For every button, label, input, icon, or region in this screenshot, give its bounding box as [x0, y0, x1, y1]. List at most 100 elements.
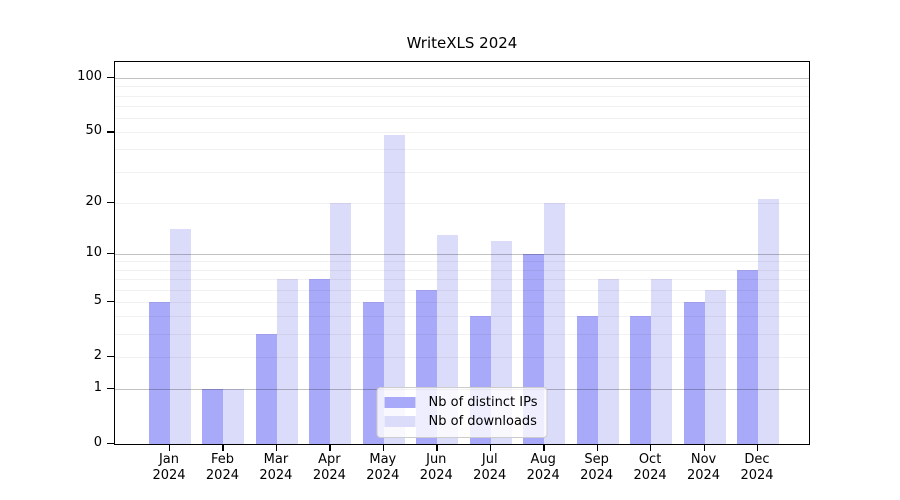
x-tick-mark: [329, 445, 331, 451]
x-tick-label-feb: Feb 2024: [192, 452, 252, 484]
x-tick-mark: [543, 445, 545, 451]
x-tick-month: Aug: [530, 452, 556, 467]
x-tick-month: Sep: [584, 452, 609, 467]
bar-distinct-ips-dec: [737, 269, 758, 444]
x-tick-month: Jun: [426, 452, 447, 467]
x-tick-label-oct: Oct 2024: [620, 452, 680, 484]
x-tick-label-jul: Jul 2024: [460, 452, 520, 484]
x-tick-year: 2024: [419, 468, 453, 483]
x-tick-mark: [489, 445, 492, 451]
bar-downloads-nov: [704, 289, 726, 444]
x-tick-year: 2024: [259, 468, 293, 483]
x-tick-month: Apr: [318, 452, 341, 467]
x-tick-mark: [222, 445, 224, 451]
x-tick-label-nov: Nov 2024: [674, 452, 734, 484]
y-tick-mark: [107, 300, 114, 303]
gridline-minor: [115, 171, 809, 173]
gridline-major: [115, 78, 809, 79]
gridline-major: [115, 253, 809, 255]
bar-downloads-mar: [276, 279, 298, 444]
chart-title: WriteXLS 2024: [406, 34, 518, 52]
gridline-minor: [115, 132, 809, 134]
x-tick-label-dec: Dec 2024: [727, 452, 787, 484]
x-tick-month: Jul: [481, 452, 498, 467]
x-tick-mark: [275, 445, 278, 451]
y-tick-mark: [107, 443, 114, 445]
legend-item-downloads: Nb of downloads: [384, 412, 538, 431]
gridline-minor: [115, 289, 809, 291]
x-tick-label-jan: Jan 2024: [139, 452, 199, 484]
x-tick-label-aug: Aug 2024: [513, 452, 573, 484]
gridline-minor: [115, 95, 809, 97]
y-tick-mark: [107, 77, 114, 79]
x-tick-year: 2024: [740, 468, 774, 483]
x-tick-label-jun: Jun 2024: [406, 452, 466, 484]
bar-distinct-ips-feb: [202, 389, 224, 444]
gridline-minor: [115, 261, 809, 263]
y-tick-label: 50: [85, 123, 102, 139]
x-tick-month: Jan: [158, 452, 180, 467]
x-tick-label-may: May 2024: [353, 452, 413, 484]
x-tick-mark: [436, 445, 438, 451]
x-tick-year: 2024: [580, 468, 614, 483]
bar-distinct-ips-oct: [630, 316, 652, 444]
x-tick-month: Feb: [210, 452, 234, 467]
legend-label-distinct-ips: Nb of distinct IPs: [428, 395, 538, 410]
legend: Nb of distinct IPs Nb of downloads: [376, 387, 548, 438]
legend-label-downloads: Nb of downloads: [428, 414, 537, 429]
y-tick-mark: [107, 252, 114, 255]
y-tick-label: 20: [85, 193, 102, 209]
bar-distinct-ips-mar: [255, 334, 277, 444]
x-tick-mark: [757, 445, 759, 451]
x-tick-month: May: [369, 452, 397, 467]
gridline-minor: [115, 86, 809, 88]
gridline-minor: [115, 301, 809, 303]
x-tick-year: 2024: [366, 468, 400, 483]
x-tick-year: 2024: [686, 468, 721, 483]
bar-distinct-ips-apr: [309, 279, 331, 444]
legend-swatch-downloads: [384, 416, 416, 427]
bar-downloads-aug: [544, 202, 566, 444]
legend-item-distinct-ips: Nb of distinct IPs: [384, 393, 538, 412]
x-tick-label-sep: Sep 2024: [567, 452, 627, 484]
x-tick-month: Dec: [744, 452, 770, 467]
gridline-minor: [115, 279, 809, 281]
y-tick-mark: [107, 201, 114, 203]
x-tick-year: 2024: [312, 468, 346, 483]
x-tick-month: Mar: [263, 452, 289, 467]
y-tick-mark: [107, 388, 114, 390]
y-tick-mark: [107, 355, 114, 358]
x-tick-label-mar: Mar 2024: [246, 452, 306, 484]
y-tick-label: 1: [93, 380, 102, 396]
x-tick-month: Nov: [690, 452, 717, 467]
x-tick-mark: [596, 445, 599, 451]
x-tick-mark: [382, 445, 385, 451]
legend-swatch-distinct-ips: [384, 397, 416, 408]
bar-downloads-feb: [223, 389, 245, 444]
x-tick-year: 2024: [473, 468, 507, 483]
bar-downloads-sep: [597, 279, 619, 444]
x-tick-year: 2024: [205, 468, 239, 483]
bar-downloads-dec: [758, 198, 779, 444]
x-tick-year: 2024: [526, 468, 560, 483]
y-tick-mark: [107, 131, 114, 133]
gridline-minor: [115, 334, 809, 336]
gridline-minor: [115, 356, 809, 358]
bar-downloads-jan: [170, 229, 191, 444]
y-tick-label: 10: [85, 244, 102, 260]
bar-distinct-ips-jan: [149, 301, 170, 444]
x-tick-year: 2024: [633, 468, 667, 483]
y-tick-label: 5: [93, 292, 102, 308]
x-tick-label-apr: Apr 2024: [299, 452, 359, 484]
bar-distinct-ips-sep: [576, 316, 598, 444]
plot-area: Nb of distinct IPs Nb of downloads: [114, 61, 810, 445]
gridline-minor: [115, 149, 809, 151]
y-tick-label: 100: [77, 69, 102, 84]
gridline-minor: [115, 202, 809, 204]
gridline-minor: [115, 105, 809, 107]
bar-downloads-may: [383, 135, 405, 444]
bar-distinct-ips-nov: [683, 301, 705, 444]
x-tick-mark: [650, 445, 652, 451]
x-tick-mark: [169, 445, 171, 451]
x-tick-year: 2024: [152, 468, 186, 483]
